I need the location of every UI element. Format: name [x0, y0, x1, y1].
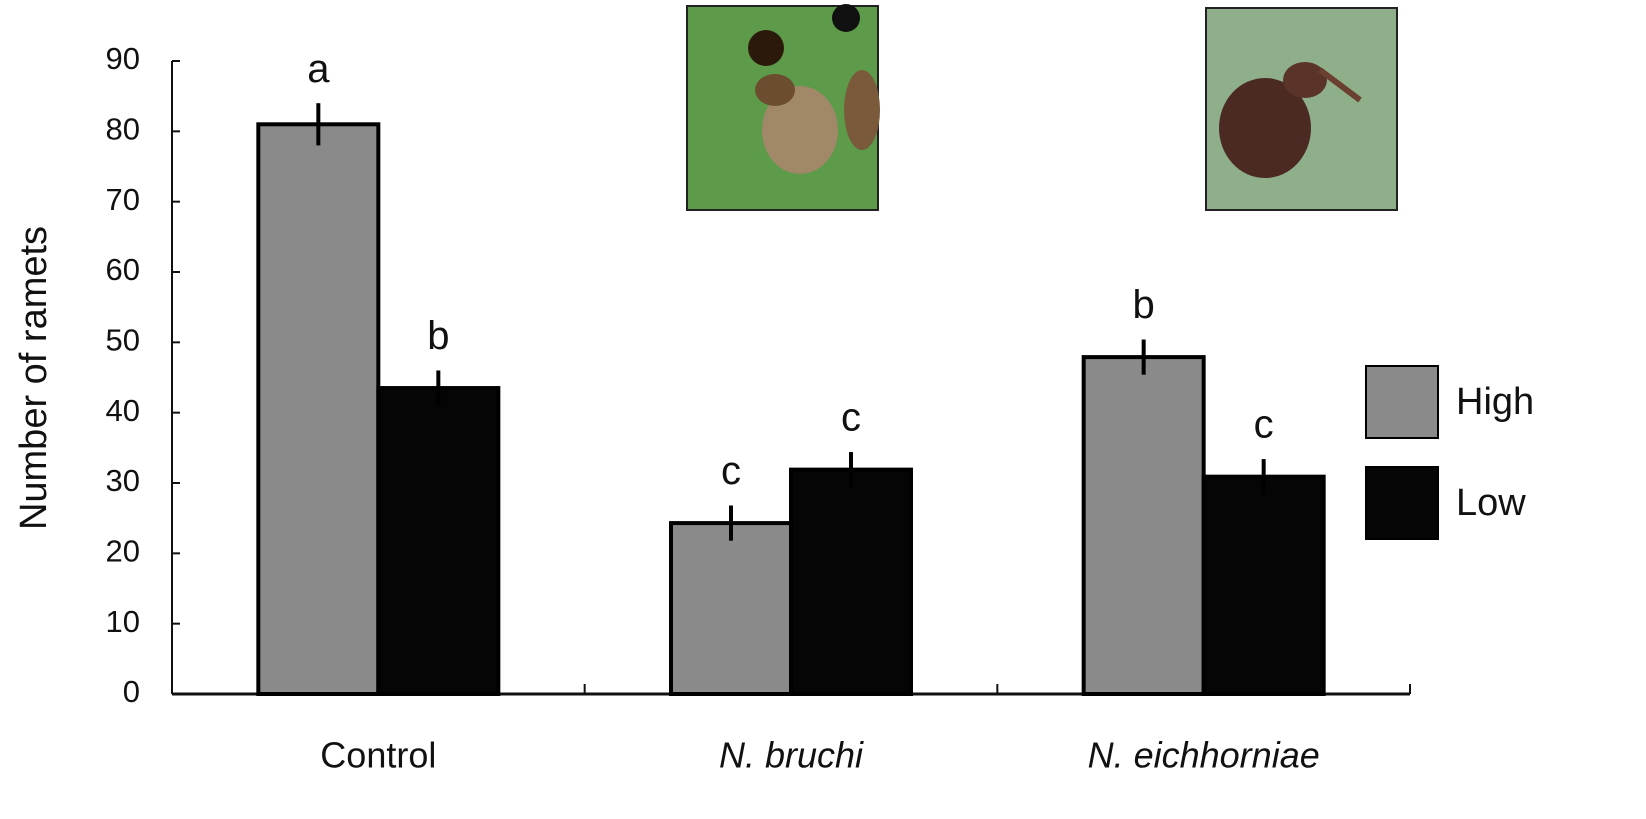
significance-letter: c [841, 396, 861, 440]
y-tick-label: 10 [106, 604, 140, 639]
y-tick-label: 70 [106, 182, 140, 217]
bar [256, 122, 381, 697]
y-tick-label: 20 [106, 534, 140, 569]
y-tick-label: 40 [106, 393, 140, 428]
significance-letter: a [307, 47, 330, 91]
significance-letter: c [721, 449, 741, 493]
x-tick-label: Control [320, 735, 436, 776]
significance-letter: b [427, 314, 449, 358]
bar [376, 386, 501, 696]
bar [1201, 474, 1326, 697]
bar [1081, 355, 1206, 696]
photo-bruchi [686, 4, 880, 211]
bar [789, 467, 913, 696]
significance-letter: b [1133, 283, 1155, 327]
x-tick-label: N. bruchi [719, 735, 864, 776]
y-tick-label: 80 [106, 112, 140, 147]
y-tick-label: 50 [106, 323, 140, 358]
legend-label: High [1456, 381, 1534, 423]
y-tick-label: 30 [106, 463, 140, 498]
y-axis-label: Number of ramets [13, 226, 55, 530]
legend-swatch [1365, 466, 1439, 540]
significance-letter: c [1254, 403, 1274, 447]
y-tick-label: 60 [106, 252, 140, 287]
bar [669, 521, 793, 697]
legend-swatch [1365, 365, 1439, 439]
legend-label: Low [1456, 482, 1526, 524]
photo-eichhorniae [1205, 7, 1398, 211]
y-tick-label: 90 [106, 41, 140, 76]
y-tick-label: 0 [123, 674, 140, 709]
x-tick-label: N. eichhorniae [1088, 735, 1320, 776]
